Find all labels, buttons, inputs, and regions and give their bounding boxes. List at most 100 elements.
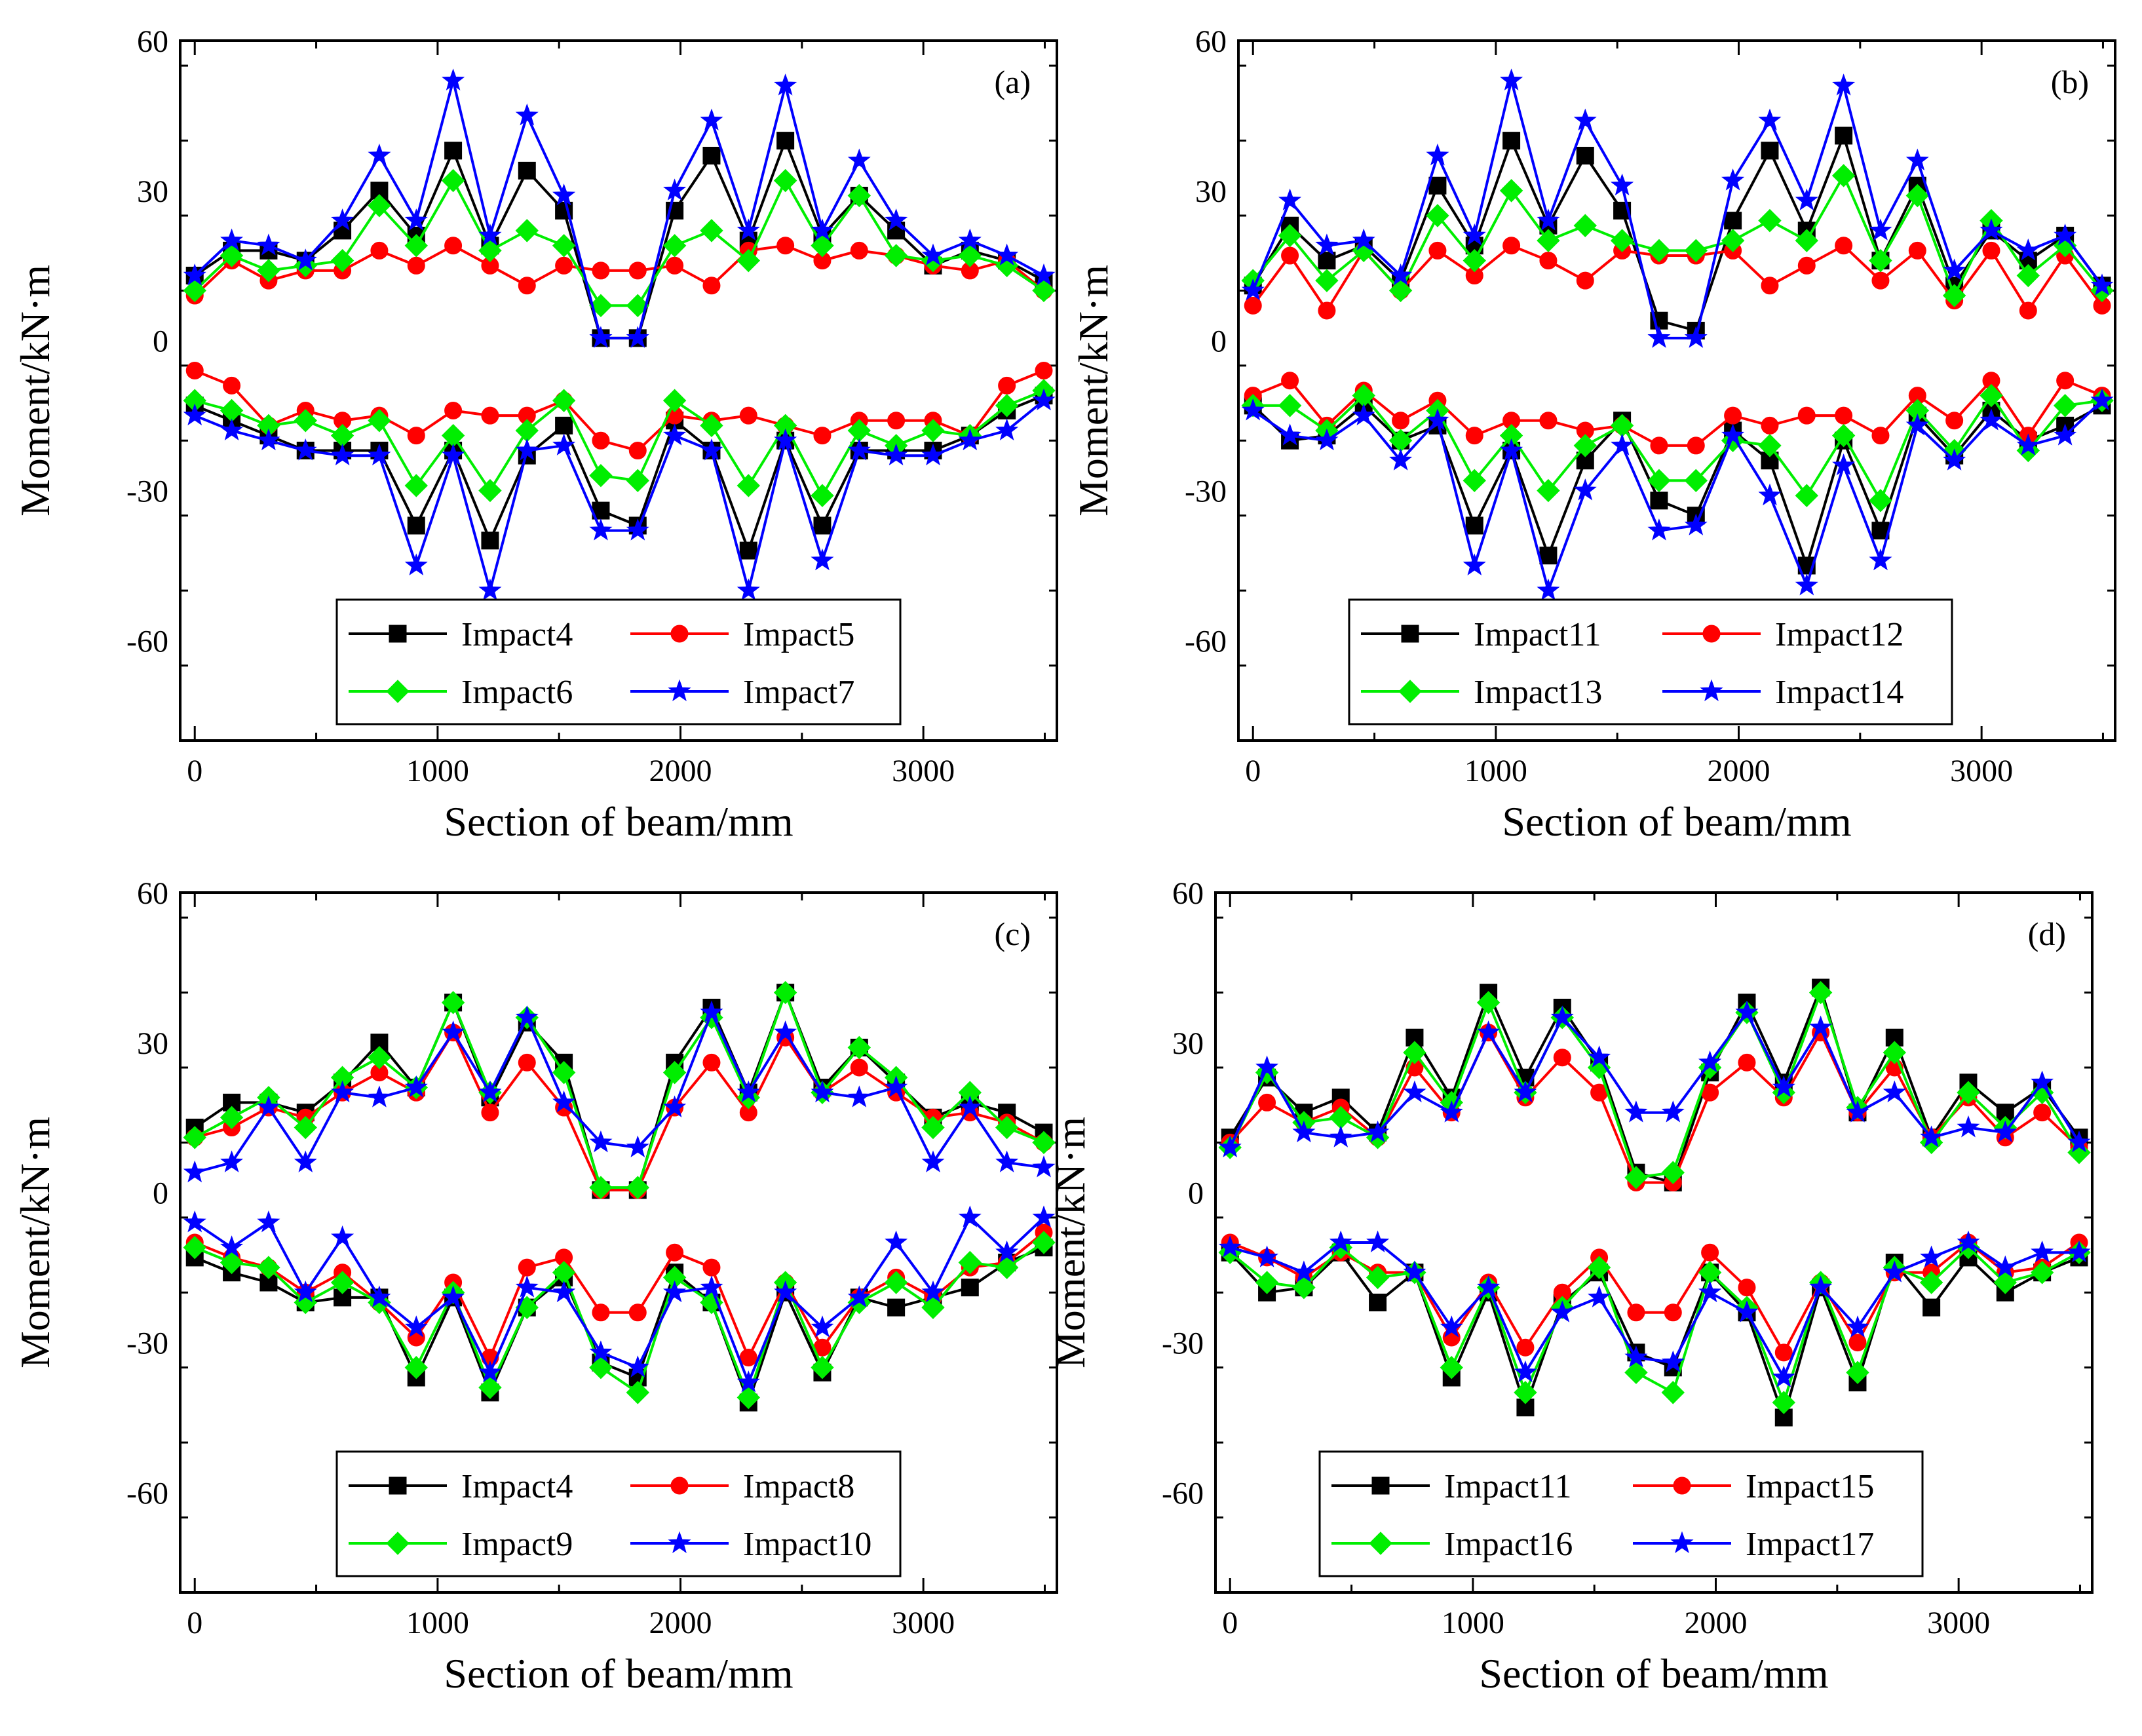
data-point xyxy=(1957,1115,1980,1138)
data-point xyxy=(1244,296,1262,315)
data-point xyxy=(811,548,834,571)
series-line-neg xyxy=(194,389,1044,499)
data-point xyxy=(1550,1005,1574,1028)
data-point xyxy=(1502,237,1521,255)
legend-label: Impact6 xyxy=(461,674,573,711)
data-point xyxy=(404,474,428,497)
data-point xyxy=(662,389,687,412)
data-point xyxy=(592,261,610,280)
data-point xyxy=(1905,413,1929,436)
x-axis-title: Section of beam/mm xyxy=(444,1650,793,1697)
data-point xyxy=(1869,248,1892,273)
data-point xyxy=(995,1150,1019,1172)
data-point xyxy=(736,248,760,273)
data-point xyxy=(1795,484,1818,507)
data-point xyxy=(1883,1080,1906,1103)
data-point xyxy=(1772,1081,1795,1104)
data-point xyxy=(626,1176,649,1199)
data-point xyxy=(330,248,354,273)
data-point xyxy=(736,578,760,601)
y-tick-label: -60 xyxy=(126,624,168,659)
data-point xyxy=(850,1058,868,1077)
data-point xyxy=(1982,241,2000,260)
data-point xyxy=(958,1205,982,1227)
legend-marker xyxy=(670,625,689,643)
data-point xyxy=(773,168,797,193)
y-axis-title: Moment/kN·m xyxy=(12,1117,58,1368)
data-point xyxy=(183,279,206,303)
data-point xyxy=(1502,132,1521,150)
data-point xyxy=(1403,1080,1426,1103)
data-point xyxy=(294,248,317,271)
data-point xyxy=(1573,108,1597,130)
data-point xyxy=(811,1080,834,1103)
data-point xyxy=(1428,176,1447,195)
data-point xyxy=(330,1271,354,1294)
data-point xyxy=(2054,423,2077,446)
data-point xyxy=(1440,1356,1463,1379)
y-tick-label: 30 xyxy=(1195,174,1227,209)
data-point xyxy=(662,178,687,201)
x-tick-label: 0 xyxy=(1245,754,1261,788)
data-point xyxy=(1661,1381,1685,1404)
data-point xyxy=(404,553,428,575)
data-point xyxy=(1573,214,1597,237)
data-point xyxy=(1832,73,1856,96)
data-point xyxy=(1735,1000,1759,1022)
data-point xyxy=(1329,1125,1352,1148)
data-point xyxy=(1943,258,1966,280)
data-point xyxy=(1871,522,1890,540)
data-point xyxy=(1611,173,1634,196)
data-point xyxy=(368,144,391,166)
data-point xyxy=(1403,1260,1426,1283)
data-point xyxy=(1698,1050,1722,1073)
data-point xyxy=(481,531,499,550)
data-point xyxy=(1514,1080,1537,1103)
data-point xyxy=(776,132,795,150)
legend-marker xyxy=(1369,1532,1392,1555)
data-point xyxy=(1539,547,1558,565)
data-point xyxy=(220,1150,244,1172)
legend-label: Impact9 xyxy=(461,1526,573,1563)
data-point xyxy=(662,1095,687,1117)
y-tick-label: -60 xyxy=(1185,624,1227,659)
data-point xyxy=(2030,1081,2054,1104)
legend-label: Impact4 xyxy=(461,1468,573,1505)
data-point xyxy=(921,1115,945,1140)
data-point xyxy=(773,980,797,1005)
data-point xyxy=(1258,1093,1276,1111)
data-point xyxy=(885,208,908,231)
data-point xyxy=(736,1086,760,1109)
data-point xyxy=(1329,1230,1352,1252)
data-point xyxy=(183,1235,206,1260)
legend-label: Impact4 xyxy=(461,616,573,653)
series-Impact16 xyxy=(1218,980,2091,1414)
data-point xyxy=(404,1075,428,1098)
data-point xyxy=(662,1280,687,1303)
x-axis-title: Section of beam/mm xyxy=(444,798,793,845)
data-point xyxy=(995,243,1019,265)
data-point xyxy=(1388,279,1413,303)
data-point xyxy=(220,418,244,440)
data-point xyxy=(1463,553,1486,575)
x-tick-label: 0 xyxy=(187,1606,202,1640)
data-point xyxy=(370,182,389,200)
data-point xyxy=(1576,271,1594,290)
data-point xyxy=(1369,1294,1387,1312)
data-point xyxy=(662,1060,687,1085)
data-point xyxy=(885,1075,908,1098)
series-line-pos xyxy=(1252,80,2103,339)
data-point xyxy=(884,244,908,267)
data-point xyxy=(1735,1300,1759,1322)
data-point xyxy=(1774,1343,1793,1362)
series-line-neg xyxy=(1253,393,2103,504)
data-point xyxy=(1352,403,1375,426)
data-point xyxy=(407,256,425,275)
data-point xyxy=(628,1303,647,1322)
y-tick-label: 0 xyxy=(1211,324,1227,359)
data-point xyxy=(1943,448,1966,471)
data-point xyxy=(1795,188,1818,211)
data-point xyxy=(700,414,723,438)
data-point xyxy=(442,68,465,90)
y-tick-label: 60 xyxy=(1172,876,1204,911)
